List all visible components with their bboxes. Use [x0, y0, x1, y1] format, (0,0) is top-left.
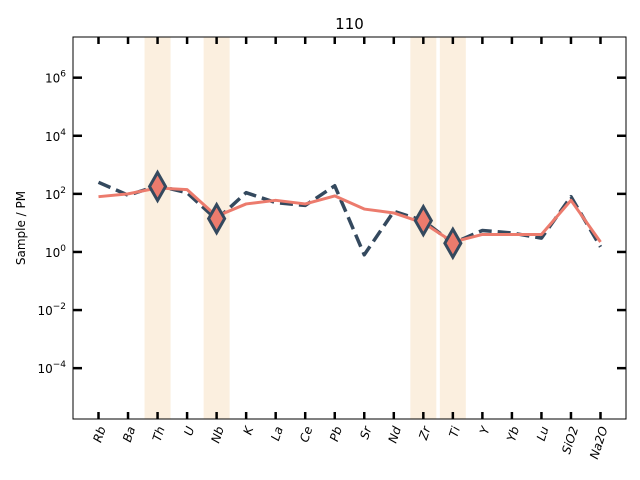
highlight-bands: [144, 37, 466, 419]
x-tick-label-sr: Sr: [357, 424, 375, 441]
marker-ti: [443, 226, 463, 261]
x-tick-label-na2o: Na2O: [587, 425, 611, 461]
series-line-2: [98, 186, 602, 244]
x-tick-label-ti: Ti: [446, 424, 463, 439]
x-tick-label-lu: Lu: [534, 424, 552, 442]
y-tick-label: 100: [45, 244, 66, 260]
y-tick-label: 106: [45, 70, 66, 86]
marker-th: [147, 169, 168, 204]
highlight-markers: [147, 169, 463, 261]
x-tick-label-th: Th: [150, 425, 168, 444]
x-tick-label-pb: Pb: [327, 424, 345, 443]
x-tick-label-nb: Nb: [208, 424, 227, 444]
x-tick-labels: Rb Ba Th U Nb K La Ce Pb Sr Nd Zr Ti Y Yb Lu SiO2 Na2O: [90, 423, 610, 461]
plot-frame: [72, 36, 627, 420]
x-tick-label-ce: Ce: [297, 425, 315, 444]
marker-nb: [206, 201, 227, 236]
x-tick-label-k: K: [241, 424, 257, 437]
marker-zr: [413, 203, 434, 238]
y-tick-label: 102: [45, 186, 66, 202]
y-tick-labels: 10−4 10−2 100 102 104 106: [37, 70, 66, 376]
y-tick-label: 10−4: [37, 360, 66, 376]
x-tick-label-y: Y: [477, 423, 493, 436]
x-tick-label-yb: Yb: [504, 424, 522, 443]
x-tick-label-u: U: [181, 424, 197, 437]
y-tick-label: 10−2: [37, 302, 66, 318]
x-tick-label-zr: Zr: [416, 424, 434, 443]
x-tick-label-ba: Ba: [120, 425, 138, 444]
series-line-1: [97, 180, 603, 257]
x-tick-label-nd: Nd: [386, 424, 405, 444]
highlight-band-th: [144, 37, 171, 419]
axis-ticks: [73, 37, 626, 419]
y-axis-label: Sample / PM: [14, 191, 28, 265]
y-tick-label: 104: [45, 128, 66, 144]
x-tick-label-sio2: SiO2: [559, 425, 581, 456]
x-tick-label-la: La: [268, 425, 286, 443]
series-lines: [97, 180, 603, 257]
chart-title: 110: [335, 15, 364, 33]
x-tick-label-rb: Rb: [90, 424, 108, 444]
